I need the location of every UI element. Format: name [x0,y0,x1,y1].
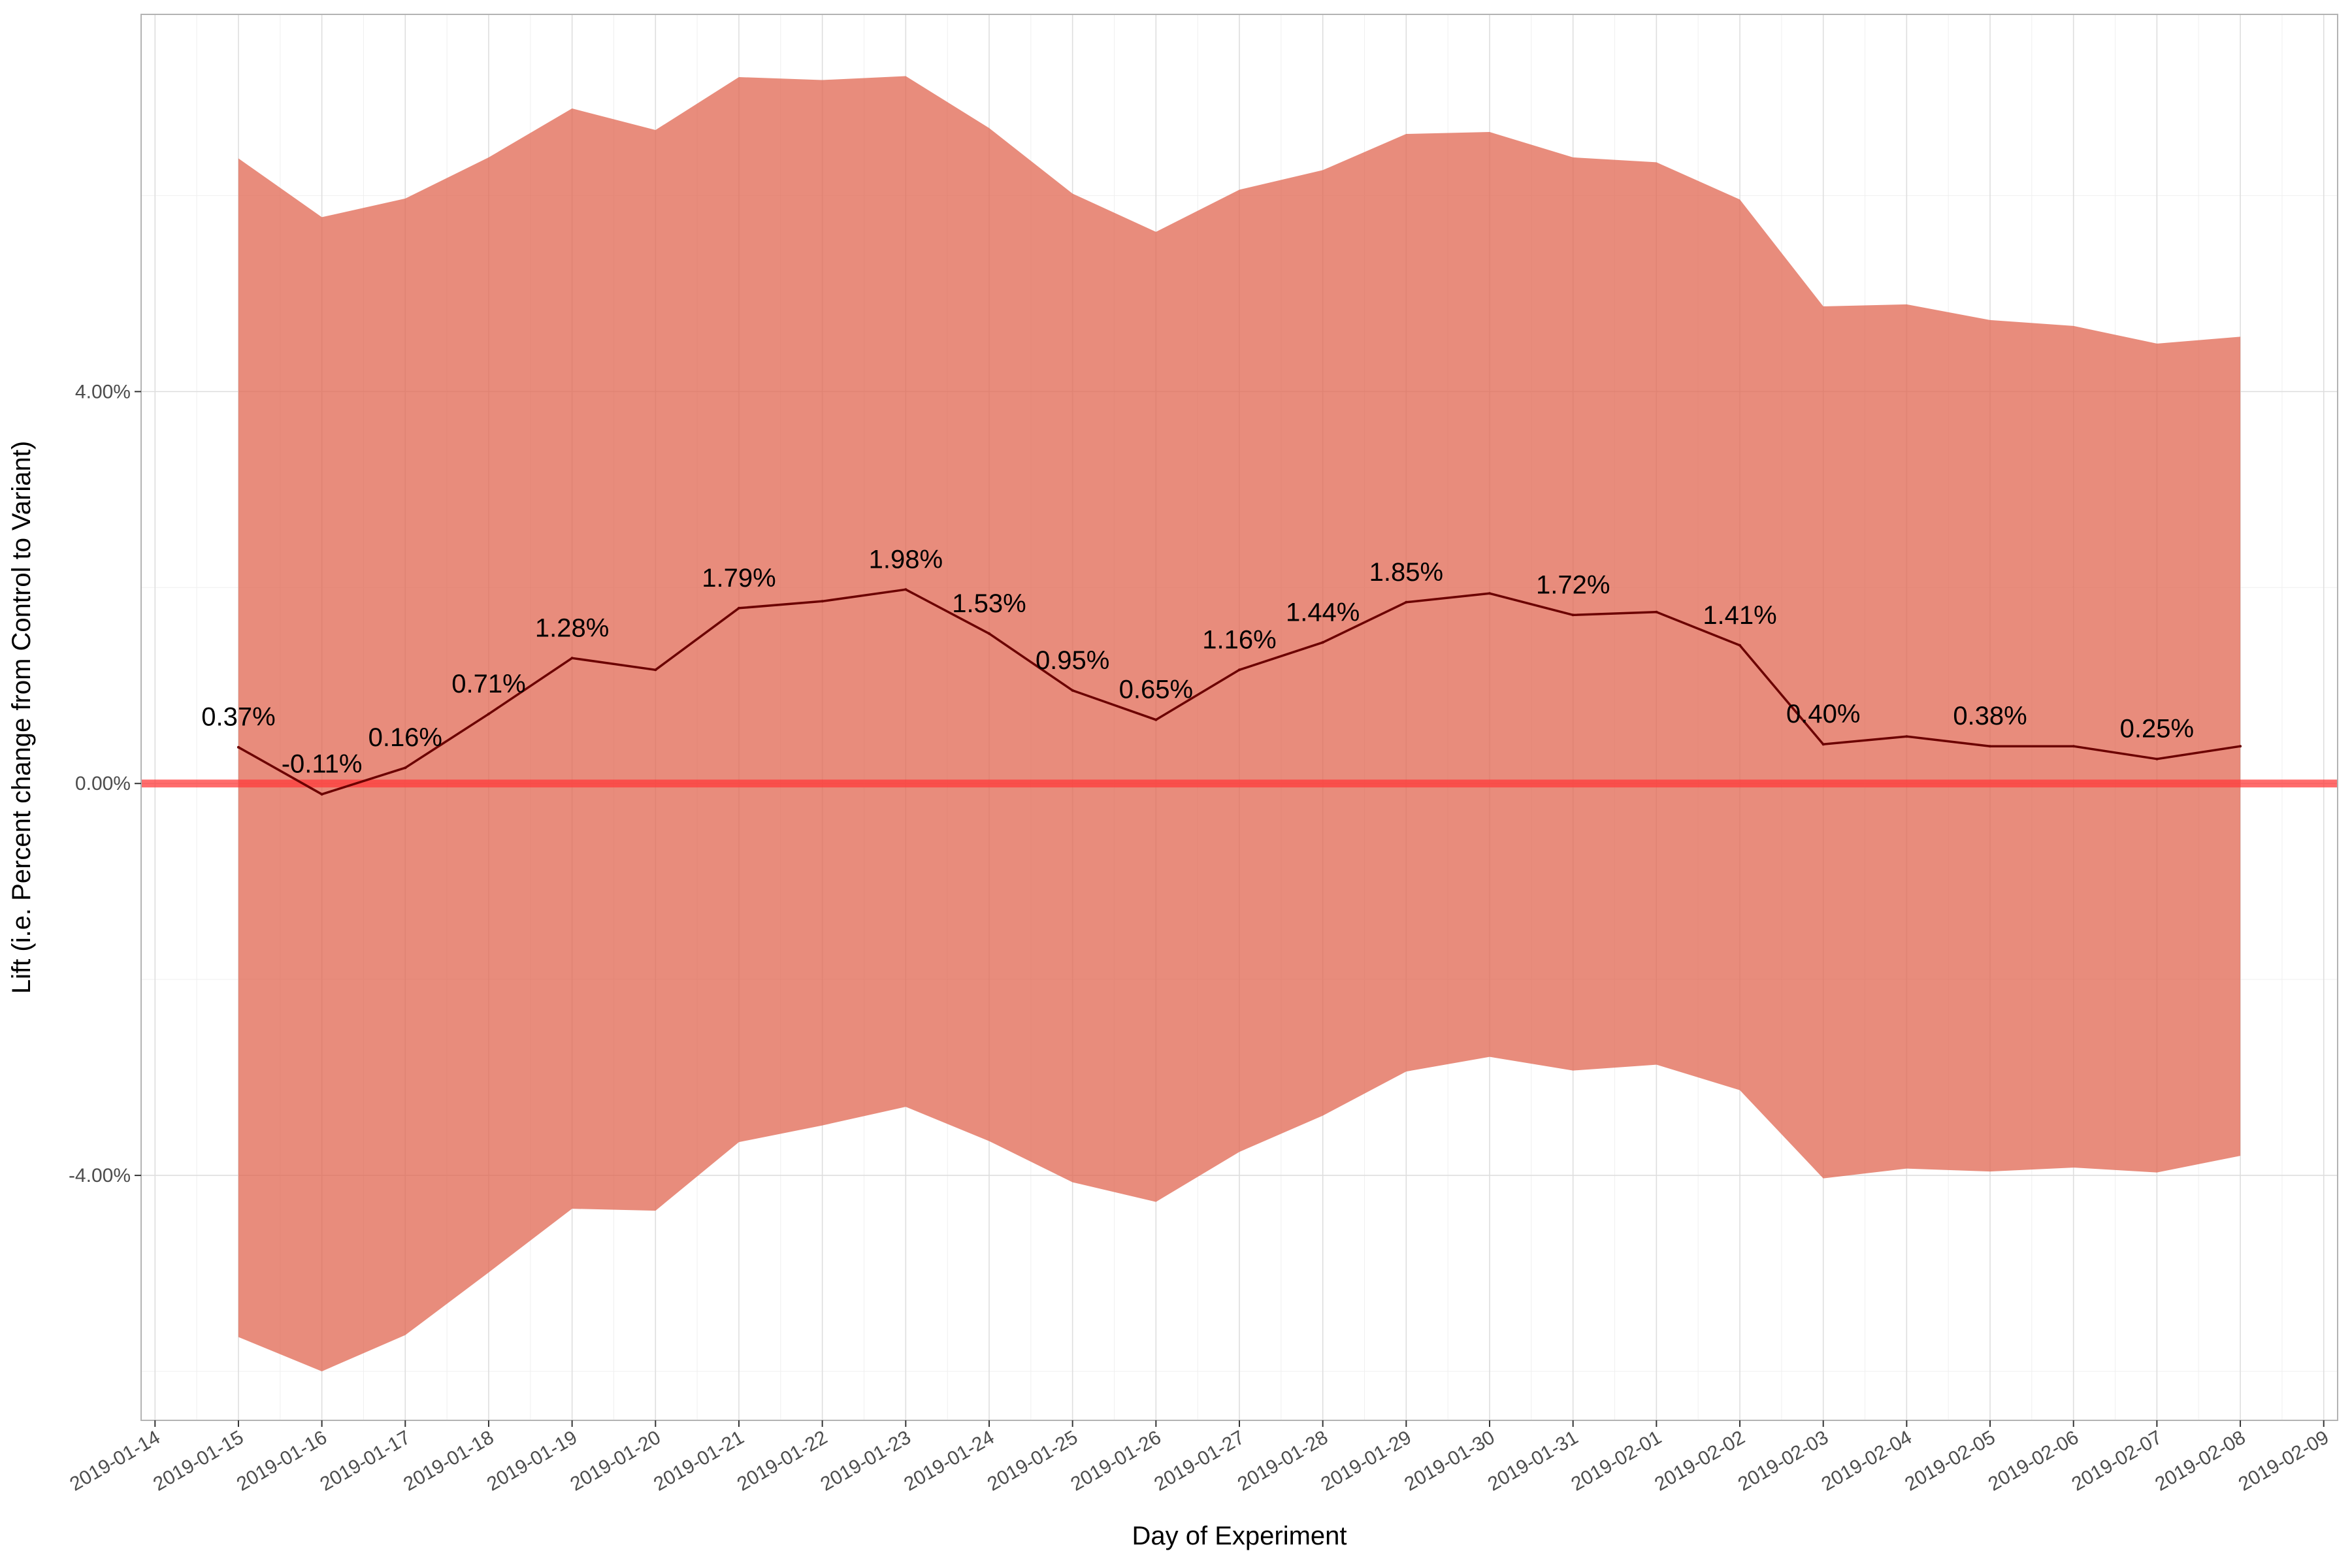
lift-point [1989,745,1992,748]
data-label: 1.28% [535,613,609,642]
lift-point [2239,745,2242,748]
lift-point [1655,610,1658,613]
lift-point [1405,600,1408,604]
lift-point [821,600,824,603]
data-label: 0.65% [1119,676,1193,704]
data-label: 0.71% [451,670,525,698]
lift-point [654,668,657,672]
lift-point [237,745,240,749]
lift-point [1071,689,1074,692]
lift-point [904,588,907,591]
lift-point [1571,613,1575,617]
lift-point [570,657,574,660]
lift-point [487,712,490,715]
lift-point [1488,592,1492,595]
data-label: 1.44% [1286,598,1360,627]
confidence-band [238,76,2241,1371]
data-label: 1.72% [1536,570,1610,599]
y-axis: -4.00% 0.00% 4.00% [69,381,141,1186]
lift-point [737,606,740,610]
data-label: 0.25% [2120,715,2194,743]
lift-points [237,588,2242,796]
data-label: 0.38% [1953,702,2027,730]
y-axis-title: Lift (i.e. Percent change from Control t… [7,441,36,994]
data-label: 0.16% [368,723,442,752]
data-label: 1.53% [952,589,1026,618]
lift-point [1905,735,1908,738]
data-label: 0.95% [1036,646,1109,675]
lift-point [1739,644,1742,647]
lift-point [1238,668,1241,672]
y-tick-label: 0.00% [75,773,131,794]
lift-point [1154,718,1158,721]
y-tick-label: -4.00% [69,1165,131,1186]
data-label: 0.40% [1786,700,1860,728]
data-label: 1.41% [1703,601,1776,630]
data-label: -0.11% [282,750,363,779]
x-axis-title: Day of Experiment [1132,1522,1347,1550]
data-label: 1.85% [1369,558,1443,587]
y-tick-label: 4.00% [75,381,131,402]
lift-point [987,632,990,635]
data-label: 1.98% [869,545,943,574]
lift-point [404,766,407,770]
lift-point [1821,743,1825,746]
data-label: 0.37% [201,703,275,732]
data-label: 1.16% [1202,625,1276,654]
data-labels: 0.37%-0.11%0.16% 0.71% 1.28% 1.79% 1.98% 1.53… [201,545,2194,778]
data-label: 1.79% [702,564,776,593]
lift-point [320,792,323,796]
lift-point [1321,641,1324,644]
lift-point [2072,745,2075,748]
lift-point [2155,757,2159,760]
